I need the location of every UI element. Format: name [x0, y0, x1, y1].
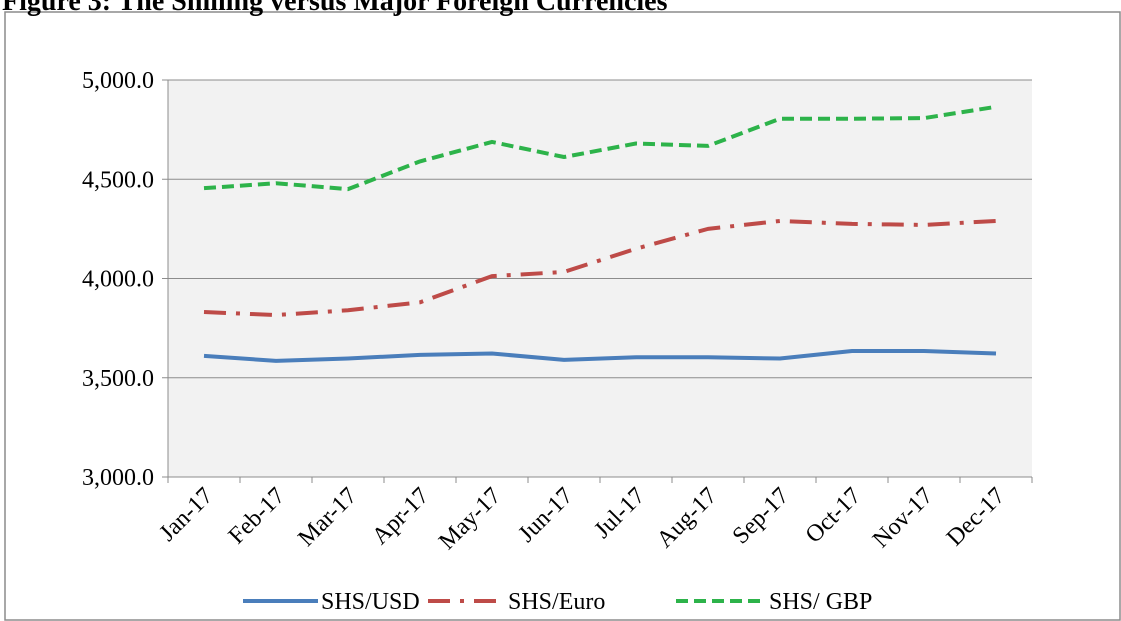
y-tick-label: 4,500.0 [82, 167, 154, 193]
chart-title: Figure 3: The Shilling versus Major Fore… [2, 0, 668, 17]
legend-label: SHS/Euro [508, 589, 605, 615]
series-line [203, 104, 997, 192]
y-tick-label: 3,000.0 [82, 465, 154, 491]
y-tick-label: 5,000.0 [82, 68, 154, 94]
series-line [203, 218, 997, 318]
y-tick-label: 4,000.0 [82, 267, 154, 293]
legend-label: SHS/USD [321, 589, 420, 615]
y-tick-label: 3,500.0 [82, 366, 154, 392]
legend-label: SHS/ GBP [769, 589, 872, 615]
series-line [203, 348, 997, 363]
